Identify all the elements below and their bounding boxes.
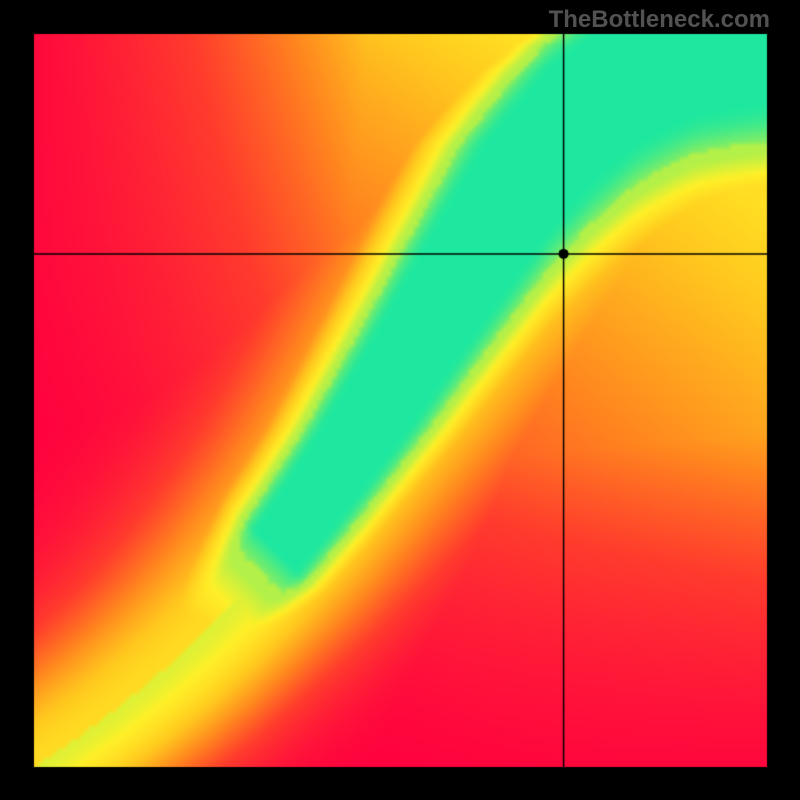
bottleneck-heatmap-canvas — [0, 0, 800, 800]
root-container: { "watermark": { "text": "TheBottleneck.… — [0, 0, 800, 800]
watermark-text: TheBottleneck.com — [549, 6, 770, 34]
